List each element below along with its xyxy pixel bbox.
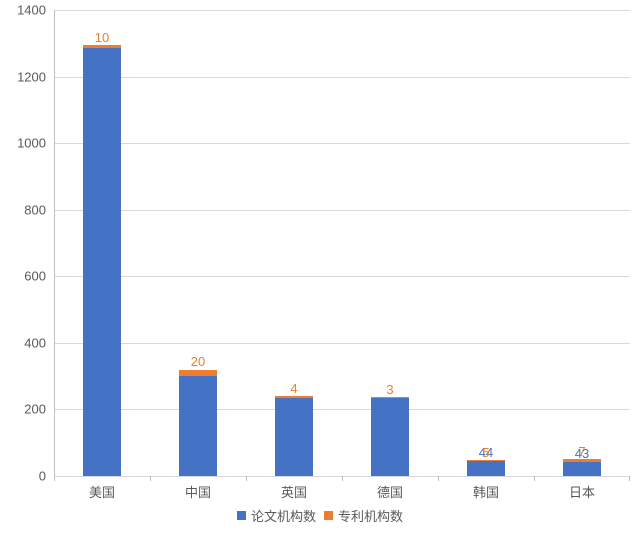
x-tick-mark xyxy=(534,476,535,481)
bar-chart: 1285103002023542333445437 02004006008001… xyxy=(0,0,640,534)
x-tick-label: 中国 xyxy=(185,482,211,501)
x-tick-label: 韩国 xyxy=(473,482,499,501)
bar-label-papers: 233 xyxy=(379,404,401,419)
y-tick-label: 1000 xyxy=(0,136,46,151)
bar-label-papers: 235 xyxy=(283,404,305,419)
legend-label: 论文机构数 xyxy=(251,506,316,525)
legend-label: 专利机构数 xyxy=(338,506,403,525)
bar-label-patents: 3 xyxy=(386,382,393,397)
bar-patents xyxy=(179,370,217,377)
bar-label-patents: 20 xyxy=(191,354,205,369)
legend: 论文机构数 专利机构数 xyxy=(0,506,640,525)
x-tick-mark xyxy=(150,476,151,481)
y-tick-label: 1200 xyxy=(0,69,46,84)
y-axis-line xyxy=(54,10,55,476)
x-tick-mark xyxy=(629,476,630,481)
gridline xyxy=(54,77,630,78)
y-tick-label: 600 xyxy=(0,269,46,284)
gridline xyxy=(54,409,630,410)
legend-swatch xyxy=(324,511,333,520)
x-tick-label: 英国 xyxy=(281,482,307,501)
bar-papers xyxy=(467,461,505,476)
bar-label-papers: 1285 xyxy=(88,54,117,69)
gridline xyxy=(54,143,630,144)
y-tick-label: 1400 xyxy=(0,3,46,18)
x-tick-label: 日本 xyxy=(569,482,595,501)
x-tick-label: 美国 xyxy=(89,482,115,501)
bar-papers xyxy=(563,462,601,476)
bar-patents xyxy=(83,45,121,48)
x-tick-mark xyxy=(342,476,343,481)
legend-item: 专利机构数 xyxy=(324,506,403,525)
y-tick-label: 200 xyxy=(0,402,46,417)
x-tick-label: 德国 xyxy=(377,482,403,501)
bar-patents xyxy=(275,396,313,397)
y-tick-label: 0 xyxy=(0,469,46,484)
gridline xyxy=(54,276,630,277)
bar-label-patents: 5 xyxy=(482,445,489,460)
bar-label-patents: 7 xyxy=(578,444,585,459)
gridline xyxy=(54,343,630,344)
bar-label-patents: 4 xyxy=(290,381,297,396)
y-tick-label: 800 xyxy=(0,202,46,217)
y-tick-label: 400 xyxy=(0,335,46,350)
bar-label-patents: 10 xyxy=(95,30,109,45)
legend-swatch xyxy=(237,511,246,520)
bar-label-papers: 300 xyxy=(187,382,209,397)
legend-item: 论文机构数 xyxy=(237,506,316,525)
x-tick-mark xyxy=(246,476,247,481)
bar-papers xyxy=(83,48,121,476)
bar-patents xyxy=(371,397,409,398)
x-tick-mark xyxy=(438,476,439,481)
plot-area: 1285103002023542333445437 xyxy=(54,10,630,476)
x-tick-mark xyxy=(54,476,55,481)
gridline xyxy=(54,10,630,11)
gridline xyxy=(54,210,630,211)
